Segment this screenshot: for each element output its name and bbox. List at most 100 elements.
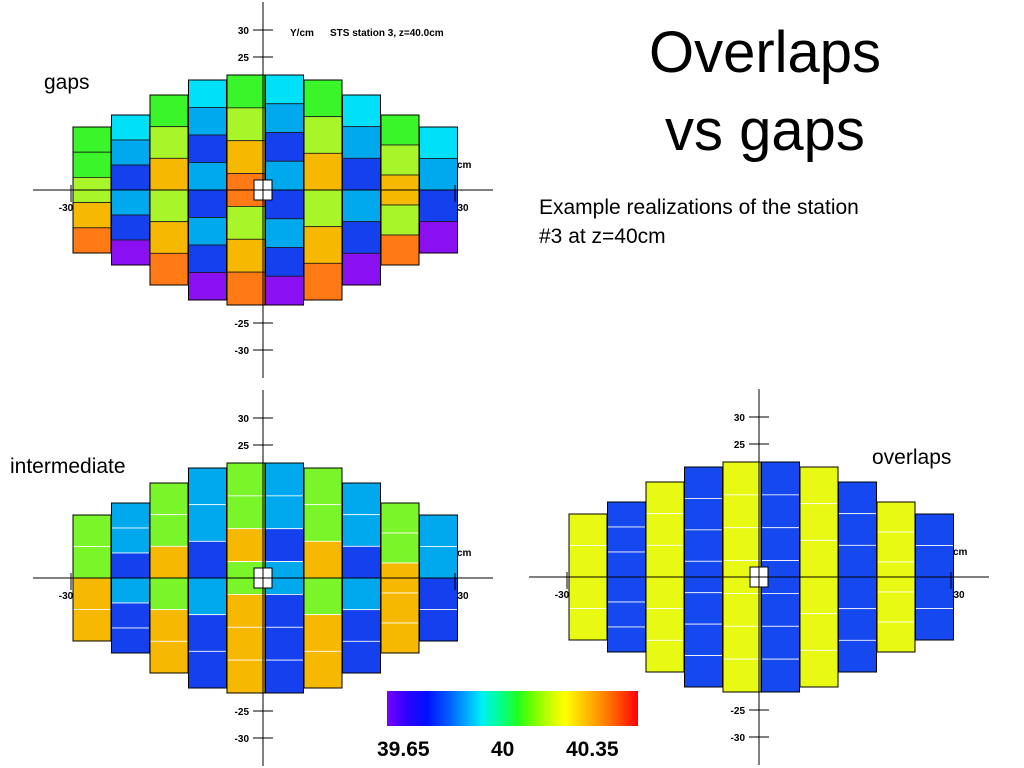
- sensor-cell: [226, 107, 266, 142]
- sensor-cell: [188, 134, 227, 163]
- sensor-cell: [111, 239, 150, 266]
- sensor-cell: [607, 576, 646, 603]
- sensor-cell: [607, 601, 646, 628]
- slide-description: Example realizations of the station #3 a…: [539, 196, 859, 248]
- sensor-cell: [226, 626, 266, 661]
- sensor-cell: [799, 613, 839, 651]
- panel-label-intermediate: intermediate: [10, 455, 126, 478]
- color-scale-max-label: 40.35: [566, 738, 619, 761]
- sensor-cell: [722, 527, 762, 561]
- sensor-cell: [645, 639, 685, 673]
- x-tick-label: -30: [59, 203, 74, 214]
- sensor-cell: [380, 502, 420, 534]
- sensor-cell: [915, 608, 954, 641]
- panel-label-overlaps: overlaps: [872, 446, 952, 469]
- sensor-cell: [342, 221, 381, 254]
- sensor-cell: [838, 544, 877, 578]
- x-tick-label: -30: [59, 591, 74, 602]
- sensor-cell: [419, 189, 458, 222]
- sensor-cell: [303, 152, 343, 191]
- x-axis-label: cm: [457, 548, 472, 559]
- sensor-cell: [607, 551, 646, 578]
- sensor-cell: [722, 593, 762, 627]
- sensor-cell: [149, 514, 189, 547]
- sensor-cell: [838, 639, 877, 673]
- sensor-cell: [876, 621, 916, 653]
- sensor-cell: [645, 544, 685, 578]
- y-tick-label: 25: [238, 441, 250, 452]
- sensor-cell: [915, 513, 954, 546]
- sensor-cell: [380, 234, 420, 266]
- sensor-cell: [684, 623, 723, 656]
- sensor-cell: [265, 462, 304, 497]
- sensor-cell: [419, 546, 458, 579]
- sensor-cell: [226, 495, 266, 530]
- sensor-cell: [607, 526, 646, 553]
- sensor-cell: [722, 658, 762, 693]
- sensor-cell: [380, 204, 420, 236]
- sensor-cell: [799, 576, 839, 615]
- sensor-cell: [380, 144, 420, 176]
- x-tick-label: 30: [953, 590, 965, 601]
- sensor-cell: [799, 539, 839, 578]
- sensor-cell: [265, 495, 304, 530]
- sensor-cell: [111, 577, 150, 604]
- sensor-cell: [607, 501, 646, 528]
- sensor-cell: [265, 132, 304, 162]
- sensor-cell: [419, 609, 458, 642]
- sensor-cell: [342, 126, 381, 159]
- sensor-cell: [684, 592, 723, 625]
- sensor-cell: [722, 461, 762, 496]
- x-axis-label: cm: [457, 160, 472, 171]
- sensor-cell: [645, 513, 685, 546]
- x-tick-label: 30: [457, 203, 469, 214]
- sensor-cell: [684, 498, 723, 531]
- sensor-cell: [761, 461, 800, 496]
- sensor-cell: [188, 577, 227, 616]
- sensor-cell: [838, 576, 877, 610]
- sensor-cell: [226, 594, 266, 628]
- color-scale-bar: [387, 691, 638, 726]
- sensor-cell: [111, 189, 150, 216]
- sensor-cell: [799, 503, 839, 541]
- sensor-cell: [342, 157, 381, 191]
- sensor-cell: [303, 226, 343, 264]
- sensor-cell: [761, 593, 800, 627]
- sensor-cell: [876, 531, 916, 563]
- sensor-cell: [342, 482, 381, 516]
- sensor-cell: [419, 577, 458, 610]
- y-axis-label: Y/cm: [290, 28, 314, 39]
- y-tick-label: -25: [731, 706, 746, 717]
- sensor-cell: [265, 528, 304, 562]
- y-tick-label: -25: [235, 707, 250, 718]
- sensor-cell: [761, 494, 800, 529]
- sensor-cell: [684, 466, 723, 499]
- x-axis-label: cm: [953, 547, 968, 558]
- sensor-cell: [149, 252, 189, 286]
- sensor-cell: [72, 514, 112, 547]
- sensor-cell: [645, 608, 685, 641]
- sensor-cell: [149, 189, 189, 223]
- sensor-cell: [607, 626, 646, 653]
- sensor-cell: [188, 272, 227, 301]
- slide-title-line-2: vs gaps: [665, 98, 865, 163]
- color-scale-mid-label: 40: [491, 738, 515, 761]
- sensor-cell: [645, 576, 685, 610]
- sensor-cell: [188, 540, 227, 579]
- sensor-cell: [303, 614, 343, 652]
- sensor-cell: [722, 625, 762, 660]
- sensor-cell: [149, 221, 189, 254]
- sensor-cell: [265, 626, 304, 661]
- sensor-cell: [722, 494, 762, 529]
- slide-title-line-1: Overlaps: [648, 20, 882, 85]
- sensor-cell: [915, 576, 954, 609]
- sensor-cell: [111, 502, 150, 529]
- x-tick-label: 30: [457, 591, 469, 602]
- sensor-cell: [876, 501, 916, 533]
- y-tick-label: -30: [731, 733, 746, 744]
- y-tick-label: 30: [734, 413, 746, 424]
- sensor-cell: [838, 513, 877, 546]
